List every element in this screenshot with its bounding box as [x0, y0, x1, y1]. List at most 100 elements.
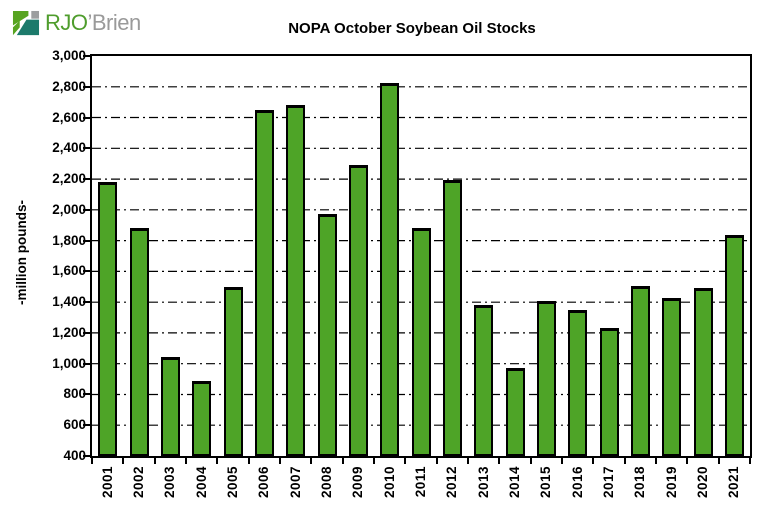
y-tick-mark [83, 55, 90, 57]
bar-2015 [536, 300, 556, 456]
bar-2003 [160, 356, 180, 456]
bar-2018 [630, 286, 650, 456]
x-tick-mark [216, 458, 219, 464]
x-tick-mark [310, 458, 313, 464]
y-tick-mark [83, 424, 90, 427]
x-tick-label-2002: 2002 [131, 466, 146, 499]
x-tick-mark [686, 458, 689, 464]
rjobrien-logo-icon [12, 10, 40, 37]
bar-2013 [474, 305, 494, 456]
x-tick-label-2005: 2005 [225, 466, 240, 499]
chart-title: NOPA October Soybean Oil Stocks [288, 20, 536, 37]
bar-2007 [286, 104, 306, 456]
y-tick-mark [83, 270, 90, 273]
x-tick-mark [91, 458, 93, 464]
y-tick-label: 400 [63, 448, 86, 463]
y-tick-mark [83, 239, 90, 242]
bar-2017 [599, 328, 619, 456]
x-tick-mark [623, 458, 626, 464]
logo: RJO’Brien [12, 9, 141, 37]
x-tick-label-2012: 2012 [444, 466, 460, 499]
y-tick-mark [83, 116, 90, 119]
x-tick-label-2015: 2015 [538, 466, 554, 499]
plot-area [90, 54, 752, 458]
bar-2002 [129, 227, 149, 456]
x-tick-mark [561, 458, 563, 464]
y-tick-mark [83, 301, 90, 304]
x-tick-mark [404, 458, 407, 464]
x-tick-label-2018: 2018 [632, 466, 648, 499]
x-tick-mark [529, 458, 532, 464]
bar-2004 [192, 381, 212, 456]
x-tick-mark [498, 458, 501, 464]
x-tick-mark [435, 458, 438, 464]
y-tick-label: 2,800 [52, 78, 86, 94]
x-tick-label-2007: 2007 [287, 466, 303, 499]
x-tick-mark [655, 458, 657, 464]
y-tick-label: 1,400 [52, 294, 86, 310]
x-tick-mark [153, 458, 156, 464]
x-tick-label-2001: 2001 [99, 466, 115, 499]
x-tick-label-2021: 2021 [726, 466, 742, 499]
x-tick-mark [467, 458, 469, 464]
bar-2020 [693, 288, 713, 456]
x-tick-label-2020: 2020 [695, 466, 710, 499]
x-tick-mark [247, 458, 250, 464]
y-tick-label: 3,000 [52, 48, 86, 63]
x-tick-label-2019: 2019 [663, 466, 679, 499]
x-tick-mark [592, 458, 595, 464]
bar-2014 [505, 368, 525, 456]
bar-2009 [348, 165, 368, 456]
x-tick-label-2004: 2004 [193, 466, 209, 499]
y-tick-label: 1,000 [52, 355, 86, 371]
bar-2012 [442, 179, 462, 456]
logo-text-secondary: ’Brien [87, 10, 142, 35]
bar-2005 [223, 286, 243, 456]
y-tick-label: 2,600 [52, 109, 86, 125]
x-tick-mark [122, 458, 125, 464]
bar-2019 [662, 297, 682, 456]
y-tick-label: 2,400 [52, 140, 86, 156]
y-tick-label: 2,000 [52, 201, 86, 217]
y-tick-mark [83, 455, 90, 457]
x-tick-label-2014: 2014 [507, 466, 522, 499]
bar-2008 [317, 213, 337, 456]
x-tick-label-2003: 2003 [162, 466, 178, 499]
x-tick-label-2013: 2013 [475, 466, 491, 499]
bar-2021 [724, 235, 744, 456]
x-tick-mark [373, 458, 375, 464]
x-tick-label-2009: 2009 [350, 466, 366, 499]
x-tick-label-2010: 2010 [381, 466, 397, 499]
y-tick-label: 2,200 [52, 171, 86, 187]
logo-text-primary: RJO [45, 10, 88, 35]
y-tick-label: 1,800 [52, 232, 86, 248]
y-tick-label: 600 [63, 417, 86, 433]
y-tick-label: 1,600 [52, 263, 86, 279]
x-tick-label-2006: 2006 [256, 466, 272, 499]
x-tick-mark [341, 458, 344, 464]
y-tick-mark [83, 85, 90, 88]
bar-2010 [380, 82, 400, 456]
x-tick-mark [749, 458, 751, 464]
bar-2016 [568, 309, 588, 456]
bar-2001 [98, 182, 118, 456]
x-tick-label-2017: 2017 [601, 466, 616, 499]
y-tick-label: 800 [63, 386, 86, 402]
bar-2011 [411, 228, 431, 456]
y-tick-mark [83, 393, 90, 396]
y-tick-label: 1,200 [52, 324, 86, 340]
x-tick-label-2016: 2016 [569, 466, 585, 499]
y-tick-mark [83, 147, 90, 150]
x-tick-mark [279, 458, 281, 464]
x-tick-mark [185, 458, 187, 464]
x-tick-label-2008: 2008 [319, 466, 334, 499]
y-tick-mark [83, 178, 90, 181]
x-tick-label-2011: 2011 [413, 466, 428, 498]
bar-2006 [254, 109, 274, 456]
y-tick-mark [83, 208, 90, 211]
y-tick-mark [83, 362, 90, 365]
y-tick-mark [83, 331, 90, 334]
x-tick-mark [717, 458, 720, 464]
logo-text: RJO’Brien [45, 9, 141, 37]
